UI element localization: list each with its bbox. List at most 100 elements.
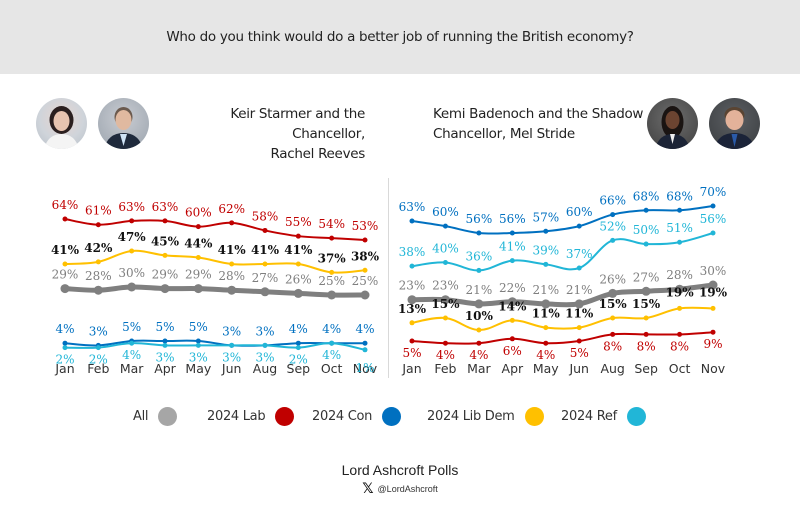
legend-dot-icon (524, 407, 544, 426)
data-point (62, 216, 68, 222)
data-point (677, 305, 683, 311)
data-label: 28% (85, 269, 112, 283)
data-label: 4% (536, 348, 555, 362)
series-2024-lib-dem: 41% 42% 47% 45% 44% 41% 41% 41% 37% 38% (51, 230, 380, 275)
data-label: 42% (84, 241, 113, 255)
data-label: 37% (566, 247, 593, 261)
subtitle-line-1: Keir Starmer and the Chancellor, (230, 106, 365, 142)
data-label: 4% (436, 348, 455, 362)
data-label: 9% (703, 337, 722, 351)
data-point (440, 295, 450, 305)
data-label: 5% (402, 346, 421, 360)
legend-dot-icon (275, 407, 295, 426)
data-label: 26% (285, 272, 312, 286)
x-logo-icon: 𝕏 (362, 481, 374, 497)
data-point (710, 329, 716, 335)
data-point (677, 239, 683, 245)
subtitle-line-2: Rachel Reeves (270, 146, 366, 162)
data-point (576, 265, 582, 271)
data-point (362, 347, 368, 353)
data-label: 28% (218, 269, 245, 283)
data-point (295, 340, 301, 346)
data-label: 47% (118, 230, 147, 244)
data-point (675, 284, 685, 294)
data-label: 56% (466, 212, 493, 226)
footer-handle[interactable]: @LordAshcroft (377, 484, 438, 494)
data-point (610, 315, 616, 321)
data-point (574, 299, 584, 309)
legend-item-all: All (133, 407, 178, 426)
data-label: 56% (499, 212, 526, 226)
series-line (64, 218, 366, 241)
data-point (329, 340, 335, 346)
data-label: 38% (399, 245, 426, 259)
data-label: 21% (466, 283, 493, 297)
data-point (195, 224, 201, 230)
data-point (643, 207, 649, 213)
footer-brand: Lord Ashcroft Polls (341, 462, 459, 478)
chart-badenoch-stride: Jan Feb Mar Apr May Jun Aug Sep Oct Nov 63% 60% 56% 5… (398, 185, 728, 376)
data-point (643, 241, 649, 247)
data-point (229, 342, 235, 348)
data-point (295, 233, 301, 239)
person-portrait-icon (655, 106, 690, 149)
data-label: 21% (532, 283, 559, 297)
data-point (127, 282, 137, 292)
data-label: 25% (318, 274, 345, 288)
data-label: 40% (432, 241, 459, 255)
data-point (227, 285, 237, 295)
x-tick-label: Sep (287, 361, 311, 376)
data-label: 21% (566, 283, 593, 297)
x-tick-label: Jan (401, 361, 421, 376)
data-label: 4% (122, 348, 141, 362)
data-label: 30% (118, 266, 145, 280)
data-label: 8% (670, 339, 689, 353)
avatar-rachel-reeves (36, 98, 87, 149)
data-point (162, 252, 168, 258)
series-2024-ref: 38% 40% 36% 41% 39% 37% 52% 50% 51% 56% (399, 212, 726, 273)
data-label: 29% (185, 268, 212, 282)
data-label: 39% (532, 243, 559, 257)
subtitle-line-2: Chancellor, Mel Stride (433, 126, 575, 142)
data-point (608, 288, 618, 298)
data-label: 3% (189, 350, 208, 364)
data-point (643, 315, 649, 321)
x-tick-label: May (185, 361, 211, 376)
data-label: 5% (189, 320, 208, 334)
data-label: 41% (218, 243, 247, 257)
legend-item-2024-ref: 2024 Ref (561, 407, 646, 426)
data-point (362, 237, 368, 243)
data-label: 70% (700, 185, 727, 199)
data-point (543, 325, 549, 331)
data-label: 29% (152, 268, 179, 282)
series-2024-ref: 2% 2% 4% 3% 3% 3% 3% 2% 4% 1% (55, 340, 375, 375)
legend: All 2024 Lab 2024 Con 2024 Lib Dem 2024 … (0, 407, 800, 431)
person-portrait-icon (104, 107, 143, 149)
legend-dot-icon (626, 407, 646, 426)
data-point (610, 331, 616, 337)
data-point (442, 259, 448, 265)
data-label: 11% (532, 307, 561, 321)
data-point (295, 261, 301, 267)
data-point (329, 269, 335, 275)
data-label: 4% (322, 322, 341, 336)
data-label: 22% (499, 281, 526, 295)
avatar-keir-starmer (98, 98, 149, 149)
data-label: 38% (351, 249, 380, 263)
x-tick-label: Aug (253, 361, 277, 376)
data-label: 2% (55, 353, 74, 367)
data-label: 68% (666, 189, 693, 203)
data-point (541, 299, 551, 309)
data-label: 58% (252, 209, 279, 223)
data-label: 28% (666, 268, 693, 282)
data-point (409, 263, 415, 269)
data-point (260, 287, 270, 297)
data-point (229, 261, 235, 267)
data-point (710, 230, 716, 236)
data-label: 23% (399, 279, 426, 293)
series-line (411, 232, 714, 272)
data-point (195, 338, 201, 344)
data-point (409, 320, 415, 326)
series-line (411, 331, 714, 345)
